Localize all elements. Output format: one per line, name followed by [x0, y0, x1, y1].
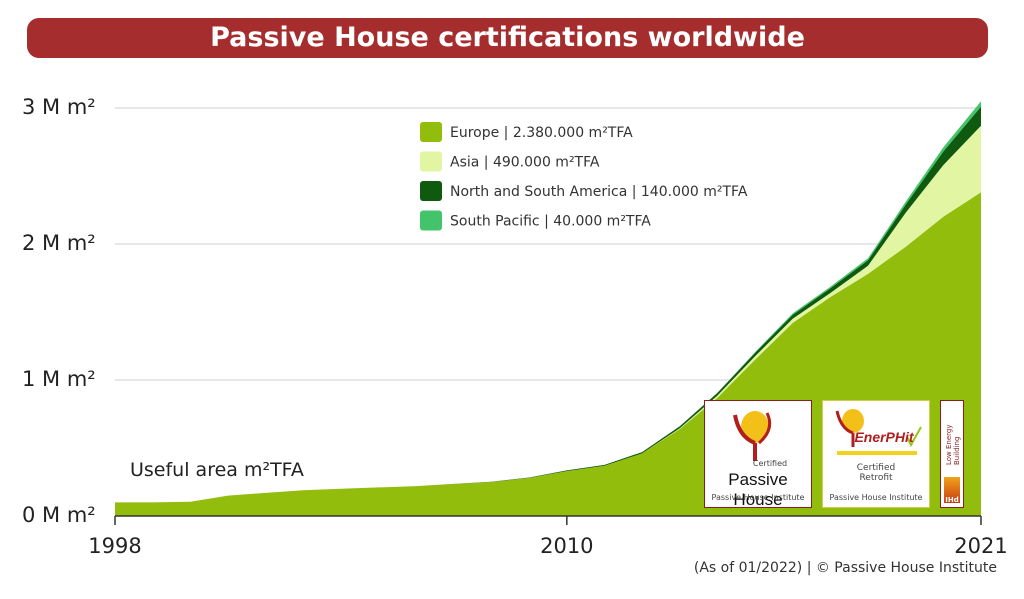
passive-house-certified-logo: Certified Passive House Passive House In…: [704, 400, 812, 509]
y-tick-label: 2 M m²: [22, 231, 96, 255]
x-tick-label: 2021: [954, 534, 1007, 558]
enerphit-logo: EnerPHit Certified Retrofit Passive Hous…: [822, 400, 930, 508]
x-tick-label: 1998: [88, 534, 141, 558]
y-tick-label: 1 M m²: [22, 367, 96, 391]
legend-label-south_pacific: South Pacific | 40.000 m²TFA: [450, 214, 651, 230]
leb-bottom-label: IHd: [945, 496, 959, 504]
enerphit-mid-label: Certified Retrofit: [856, 463, 896, 483]
x-tick-labels: 1998 2010 2021: [88, 534, 1007, 558]
ph-logo-sub-label: Passive House Institute: [711, 493, 805, 502]
ph-logo-big-label: Passive House: [728, 470, 788, 509]
legend: Europe | 2.380.000 m²TFA Asia | 490.000 m…: [420, 122, 748, 231]
leb-vertical-label: Low Energy Building: [945, 424, 961, 465]
legend-label-asia: Asia | 490.000 m²TFA: [450, 155, 600, 171]
source-credit: (As of 01/2022) | © Passive House Instit…: [693, 560, 997, 576]
area-americas: [115, 106, 981, 503]
title-bar: Passive House certifications worldwide: [27, 18, 988, 58]
legend-label-americas: North and South America | 140.000 m²TFA: [450, 184, 748, 200]
y-tick-label: 0 M m²: [22, 503, 96, 527]
low-energy-building-logo: Low Energy Building IHd: [940, 400, 964, 508]
chart-title: Passive House certifications worldwide: [210, 22, 805, 53]
axes: [114, 515, 982, 525]
enerphit-sub-label: Passive House Institute: [829, 493, 923, 502]
y-tick-labels: 0 M m² 1 M m² 2 M m² 3 M m²: [22, 95, 96, 527]
legend-swatch-south_pacific: [420, 210, 442, 231]
legend-swatch-americas: [420, 181, 442, 201]
y-tick-label: 3 M m²: [22, 95, 96, 119]
useful-area-annotation: Useful area m²TFA: [130, 459, 304, 481]
legend-swatch-asia: [420, 151, 442, 172]
legend-swatch-europe: [420, 122, 442, 142]
legend-label-europe: Europe | 2.380.000 m²TFA: [450, 125, 633, 141]
ph-logo-small-label: Certified: [752, 459, 788, 468]
passive-house-mark-icon: [733, 411, 772, 461]
enerphit-mark-icon: [835, 409, 922, 455]
enerphit-brand-label: EnerPHit: [854, 429, 914, 445]
x-tick-label: 2010: [540, 534, 593, 558]
leb-color-block: [944, 477, 960, 503]
